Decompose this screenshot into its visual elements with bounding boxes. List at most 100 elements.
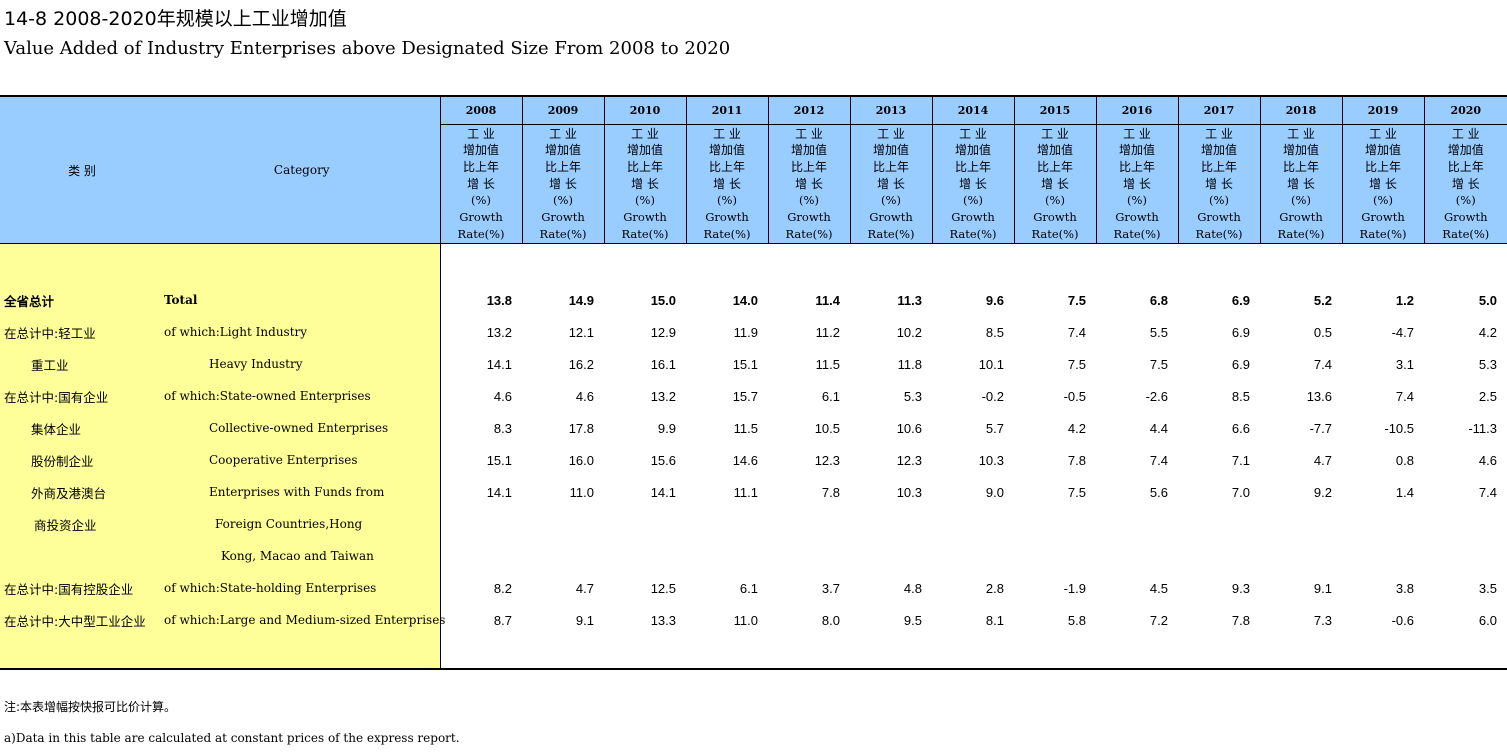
value-cell <box>850 508 932 540</box>
value-cell: 13.3 <box>650 612 676 628</box>
category-cn: 在总计中:轻工业 <box>0 316 164 348</box>
value-cell: 8.0 <box>821 612 840 628</box>
value-cell: 11.3 <box>897 292 922 308</box>
value-cell: 9.1 <box>575 612 594 628</box>
value-cell: 4.5 <box>1149 580 1168 596</box>
value-cell: 7.5 <box>1067 484 1086 500</box>
category-cn: 在总计中:国有控股企业 <box>0 572 164 604</box>
header-line: (%) <box>881 193 901 208</box>
value-cell: 13.2 <box>650 388 676 404</box>
header-line: Growth <box>1033 210 1077 225</box>
value-cell: 12.1 <box>568 324 594 340</box>
value-cell <box>1260 508 1342 540</box>
year-header: 2009 <box>521 95 604 125</box>
value-cell: 8.5 <box>985 324 1004 340</box>
value-cell: 7.3 <box>1313 612 1332 628</box>
value-cell: 6.0 <box>1478 612 1497 628</box>
header-line: Growth <box>951 210 995 225</box>
value-cell: 2.5 <box>1478 388 1497 404</box>
value-cell <box>686 508 768 540</box>
value-cell: 8.3 <box>493 420 512 436</box>
table-bottom-pad <box>0 636 1507 670</box>
header-line: Rate(%) <box>1442 226 1490 241</box>
value-cell: 14.1 <box>650 484 676 500</box>
header-line: 工 业 <box>1369 126 1397 141</box>
value-cell: 6.9 <box>1231 292 1250 308</box>
header-line: 比上年 <box>1364 159 1401 174</box>
header-line: 工 业 <box>1205 126 1233 141</box>
value-cell: 3.5 <box>1478 580 1497 596</box>
header-line: 增加值 <box>1282 143 1319 158</box>
value-cell: 0.8 <box>1395 452 1414 468</box>
header-line: 比上年 <box>1118 159 1155 174</box>
table-row: 全省总计 Total 13.8 14.9 15.0 14.0 11.4 11.3 9.6 7.5 6… <box>0 284 1507 316</box>
value-cell: 4.6 <box>493 388 512 404</box>
value-cell: -2.6 <box>1145 388 1168 404</box>
header-line: 工 业 <box>877 126 905 141</box>
value-cell: 10.6 <box>896 420 922 436</box>
table-row: 商投资企业 Foreign Countries,Hong <box>0 508 1507 540</box>
value-cell: 16.0 <box>568 452 594 468</box>
value-cell: 11.0 <box>733 612 758 628</box>
category-cn: 商投资企业 <box>0 508 164 540</box>
value-cell: 7.5 <box>1067 292 1086 308</box>
value-cell: -0.2 <box>981 388 1004 404</box>
value-cell <box>768 508 850 540</box>
header-line: 比上年 <box>462 159 499 174</box>
growth-rate-header: 工 业增加值 比上年增 长 (%) Growth Rate(%) <box>439 124 522 244</box>
value-cell: 15.1 <box>732 356 758 372</box>
value-cell <box>1096 540 1178 572</box>
growth-rate-header: 工 业增加值 比上年增 长 (%) Growth Rate(%) <box>849 124 932 244</box>
header-line: 增加值 <box>1447 143 1484 158</box>
value-cell: 1.2 <box>1395 292 1414 308</box>
year-header: 2020 <box>1423 95 1507 125</box>
table-row: 重工业 Heavy Industry 14.1 16.2 16.1 15.1 11.5 11.… <box>0 348 1507 380</box>
header-line: 比上年 <box>1447 159 1484 174</box>
header-line: 工 业 <box>1041 126 1069 141</box>
page-title-cn: 14-8 2008-2020年规模以上工业增加值 <box>4 8 347 30</box>
value-cell: 5.6 <box>1149 484 1168 500</box>
header-line: 比上年 <box>790 159 827 174</box>
table-row: 在总计中:国有企业 of which:State-owned Enterprise… <box>0 380 1507 412</box>
value-cell: 8.7 <box>493 612 512 628</box>
value-cell: 10.1 <box>978 356 1004 372</box>
value-cell: 7.2 <box>1149 612 1168 628</box>
value-cell: 14.1 <box>486 356 512 372</box>
value-cell: 17.8 <box>568 420 594 436</box>
year-header: 2018 <box>1259 95 1342 125</box>
table-row: Kong, Macao and Taiwan <box>0 540 1507 572</box>
header-line: 增 长 <box>631 176 659 191</box>
header-line: 增 长 <box>1369 176 1397 191</box>
header-line: Growth <box>787 210 831 225</box>
table-row: 在总计中:大中型工业企业 of which:Large and Medium-si… <box>0 604 1507 636</box>
header-line: (%) <box>553 193 573 208</box>
header-line: Rate(%) <box>785 226 833 241</box>
value-cell: 4.7 <box>575 580 594 596</box>
value-cell: 4.2 <box>1478 324 1497 340</box>
value-cell: 9.2 <box>1313 484 1332 500</box>
header-line: 增 长 <box>1451 176 1480 191</box>
value-cell: 14.1 <box>486 484 512 500</box>
value-cell <box>522 540 604 572</box>
header-line: Growth <box>541 210 585 225</box>
category-cn: 重工业 <box>0 348 164 380</box>
header-line: 工 业 <box>467 126 495 141</box>
value-cell: 5.8 <box>1067 612 1086 628</box>
growth-rate-header: 工 业增加值 比上年增 长 (%) Growth Rate(%) <box>1177 124 1260 244</box>
header-line: Growth <box>459 210 503 225</box>
value-cell: 7.8 <box>821 484 840 500</box>
category-en: Foreign Countries,Hong <box>164 508 441 540</box>
header-line: Rate(%) <box>539 226 587 241</box>
header-line: 增加值 <box>1364 143 1401 158</box>
header-line: 比上年 <box>626 159 663 174</box>
value-cell: 12.3 <box>896 452 922 468</box>
category-en: of which:State-owned Enterprises <box>164 380 441 412</box>
header-line: 比上年 <box>872 159 909 174</box>
header-line: (%) <box>1373 193 1393 208</box>
table-row: 股份制企业 Cooperative Enterprises 15.1 16.0 15.6… <box>0 444 1507 476</box>
value-cell: -4.7 <box>1391 324 1414 340</box>
header-line: 增加值 <box>954 143 991 158</box>
value-cell: 12.9 <box>650 324 676 340</box>
value-cell: 12.3 <box>814 452 840 468</box>
header-line: Growth <box>1115 210 1159 225</box>
